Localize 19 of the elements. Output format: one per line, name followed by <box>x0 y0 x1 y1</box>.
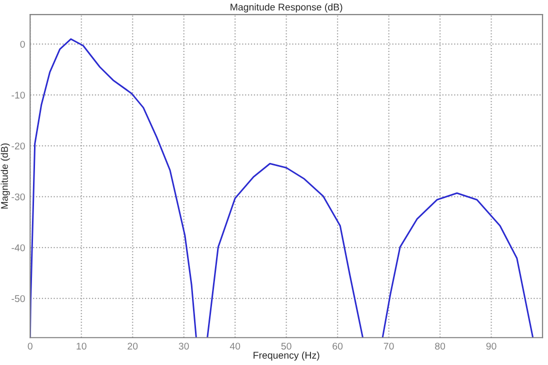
y-tick-label: -40 <box>12 244 25 252</box>
x-tick-label: 60 <box>332 342 343 350</box>
x-tick-label: 70 <box>384 342 394 350</box>
y-tick-label: -50 <box>12 295 25 302</box>
x-tick-label: 90 <box>486 342 496 350</box>
x-axis-title: Frequency (Hz) <box>254 352 320 361</box>
y-tick-label: -30 <box>12 193 25 200</box>
x-tick-label: 40 <box>230 342 240 350</box>
x-tick-label: 10 <box>76 342 86 350</box>
x-tick-label: 0 <box>28 342 32 350</box>
x-tick-label: 30 <box>178 342 189 350</box>
x-tick-label: 50 <box>281 342 292 350</box>
y-tick-label: -20 <box>12 142 25 150</box>
x-tick-label: 20 <box>128 342 138 350</box>
y-tick-label: -10 <box>12 92 25 99</box>
y-axis-title: Magnitude (dB) <box>0 143 10 209</box>
y-tick-label: 0 <box>20 40 25 48</box>
chart-title: Magnitude Response (dB) <box>230 3 342 12</box>
x-tick-label: 80 <box>435 342 446 350</box>
